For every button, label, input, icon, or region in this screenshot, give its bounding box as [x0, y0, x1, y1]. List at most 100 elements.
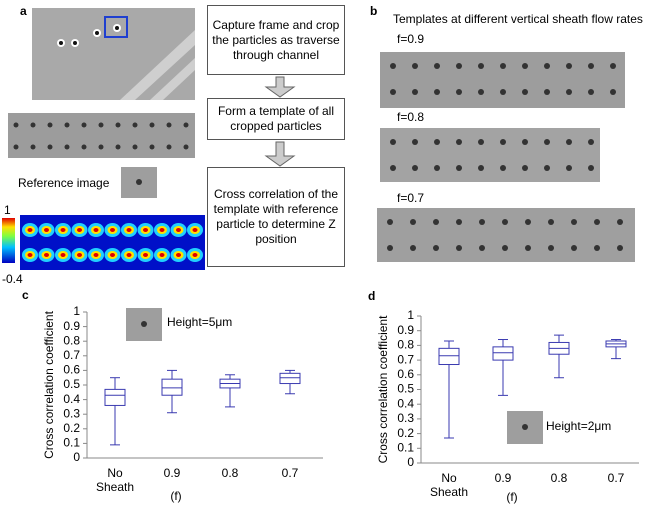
particle — [594, 245, 600, 251]
particle — [47, 122, 53, 128]
particle — [544, 63, 550, 69]
particle — [412, 63, 418, 69]
particle — [478, 63, 484, 69]
panel-label: a — [20, 4, 27, 18]
heat-spot — [159, 228, 165, 232]
particle — [500, 165, 506, 171]
rate-label: f=0.8 — [397, 110, 424, 124]
particle — [141, 321, 147, 327]
panel-label: d — [368, 289, 375, 303]
particle — [434, 139, 440, 145]
particle — [522, 165, 528, 171]
y-tick-label: 0.2 — [63, 421, 80, 435]
particle — [456, 63, 462, 69]
particle — [456, 165, 462, 171]
heat-spot — [110, 228, 115, 232]
particle — [571, 245, 577, 251]
particle — [132, 144, 138, 150]
y-tick-label: 0 — [407, 455, 414, 469]
y-tick-label: 0.4 — [63, 392, 80, 406]
annotation: Height=5μm — [167, 315, 232, 329]
particle — [566, 165, 572, 171]
particle — [433, 245, 439, 251]
heat-spot — [176, 253, 181, 257]
particle — [73, 41, 77, 45]
crop-box — [104, 16, 128, 38]
particle — [30, 144, 36, 150]
particle — [479, 219, 485, 225]
particle — [387, 219, 393, 225]
particle — [434, 89, 440, 95]
particle — [522, 63, 528, 69]
x-tick-label: No Sheath — [95, 466, 135, 494]
particle — [500, 139, 506, 145]
box — [161, 378, 183, 396]
particle — [434, 63, 440, 69]
box — [279, 372, 301, 385]
particle — [544, 165, 550, 171]
y-tick-label: 0.3 — [63, 406, 80, 420]
particle — [588, 139, 594, 145]
particle — [588, 165, 594, 171]
box — [104, 388, 126, 406]
y-axis-label: Cross correlation coefficient — [42, 310, 56, 459]
particle — [390, 165, 396, 171]
particle — [456, 219, 462, 225]
particle — [136, 179, 142, 185]
particle — [502, 219, 508, 225]
flow-arrow — [264, 76, 296, 167]
heat-spot — [44, 228, 49, 232]
particle — [502, 245, 508, 251]
y-tick-label: 1 — [407, 308, 414, 322]
y-tick-label: 0.7 — [63, 348, 80, 362]
particle — [115, 144, 121, 150]
heat-spot — [27, 228, 33, 232]
particle — [115, 26, 119, 30]
reference-label: Reference image — [18, 176, 110, 190]
y-tick-label: 1 — [73, 304, 80, 318]
flow-step: Form a template of all cropped particles — [207, 98, 345, 140]
box — [438, 347, 460, 366]
flow-step: Cross correlation of the template with r… — [207, 167, 345, 267]
particle — [412, 165, 418, 171]
colorbar-max: 1 — [4, 203, 11, 217]
y-tick-label: 0.8 — [397, 338, 414, 352]
y-tick-label: 0.1 — [397, 440, 414, 454]
x-axis-label: (f) — [170, 489, 181, 503]
particle — [149, 144, 155, 150]
particle — [390, 63, 396, 69]
y-tick-label: 0.5 — [397, 382, 414, 396]
particle — [59, 41, 63, 45]
particle — [479, 245, 485, 251]
particle — [456, 245, 462, 251]
x-tick-label: No Sheath — [429, 471, 469, 499]
particle — [387, 245, 393, 251]
y-tick-label: 0.2 — [397, 426, 414, 440]
particle — [610, 89, 616, 95]
heat-spot — [110, 253, 115, 257]
heat-spot — [126, 253, 132, 257]
particle — [617, 219, 623, 225]
particle — [500, 63, 506, 69]
particle — [132, 122, 138, 128]
particle — [566, 89, 572, 95]
particle — [64, 122, 70, 128]
particle — [525, 219, 531, 225]
particle — [548, 219, 554, 225]
y-tick-label: 0.9 — [63, 319, 80, 333]
rate-label: f=0.9 — [397, 32, 424, 46]
particle — [410, 219, 416, 225]
heat-spot — [192, 228, 198, 232]
x-tick-label: 0.7 — [607, 471, 625, 485]
particle — [13, 122, 19, 128]
particle — [610, 63, 616, 69]
particle — [566, 139, 572, 145]
y-tick-label: 0.5 — [63, 377, 80, 391]
particle — [183, 144, 189, 150]
particle — [183, 122, 189, 128]
particle — [522, 424, 528, 430]
y-axis-label: Cross correlation coefficient — [376, 315, 390, 464]
particle — [81, 122, 87, 128]
particle — [525, 245, 531, 251]
heat-spot — [27, 253, 33, 257]
